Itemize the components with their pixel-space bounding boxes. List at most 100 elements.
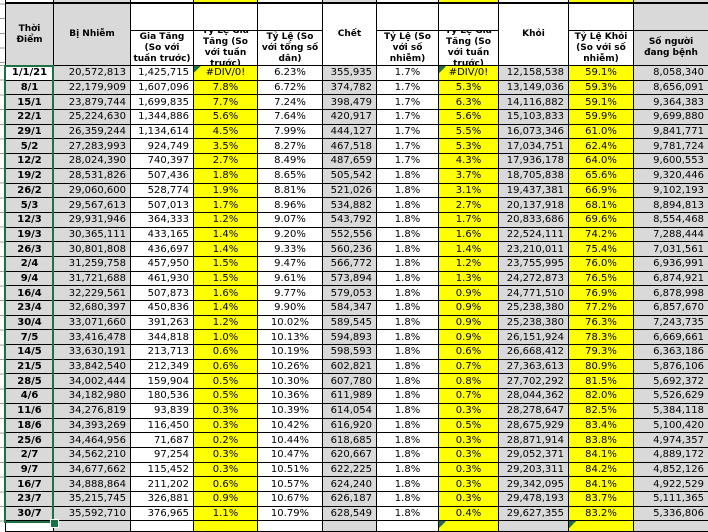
cell-increase[interactable]: 1,425,715 <box>131 66 194 81</box>
cell-increase[interactable]: 507,436 <box>131 168 194 184</box>
cell-infected[interactable]: 32,680,397 <box>54 301 131 316</box>
cell-increase[interactable]: 344,818 <box>131 330 194 346</box>
cell-increase_rate[interactable]: 4.5% <box>194 124 258 140</box>
cell-increase[interactable]: 115,452 <box>131 462 194 478</box>
cell-increase[interactable]: 450,836 <box>131 301 194 316</box>
cell-increase_rate[interactable]: 1.4% <box>194 242 258 257</box>
cell-population_rate[interactable]: 9.90% <box>258 301 323 316</box>
cell-population_rate[interactable]: 10.39% <box>258 403 323 419</box>
cell-death_rate[interactable]: 1.8% <box>377 345 439 360</box>
cell-date[interactable]: 25/6 <box>6 433 54 448</box>
cell-infected[interactable]: 23,879,744 <box>54 95 131 111</box>
cell-death_rate[interactable]: 1.8% <box>377 477 439 492</box>
cell-deaths[interactable]: 614,054 <box>323 403 377 419</box>
cell-population_rate[interactable]: 9.20% <box>258 227 323 243</box>
cell-death_increase_rate[interactable]: 3.7% <box>439 168 499 184</box>
cell-increase[interactable]: 924,749 <box>131 139 194 155</box>
cell-recovery_rate[interactable]: 83.2% <box>569 506 634 522</box>
cell-increase_rate[interactable]: 1.5% <box>194 271 258 287</box>
cell-death_rate[interactable]: 1.8% <box>377 198 439 213</box>
cell-recovery_rate[interactable]: 76.3% <box>569 315 634 331</box>
cell-death_increase_rate[interactable]: 0.3% <box>439 403 499 419</box>
cell-deaths[interactable]: 487,659 <box>323 154 377 169</box>
cell-population_rate[interactable]: 10.30% <box>258 374 323 390</box>
cell-death_rate[interactable]: 1.8% <box>377 330 439 346</box>
cell-increase_rate[interactable]: 1.9% <box>194 183 258 199</box>
cell-increase[interactable]: 212,349 <box>131 359 194 375</box>
cell-population_rate[interactable]: 10.47% <box>258 447 323 463</box>
cell-recovered[interactable]: 16,073,346 <box>499 124 569 140</box>
cell-deaths[interactable]: 589,545 <box>323 315 377 331</box>
cell-population_rate-partial[interactable] <box>258 521 323 532</box>
cell-death_increase_rate[interactable]: 0.4% <box>439 506 499 522</box>
cell-death_increase_rate[interactable]: 0.9% <box>439 330 499 346</box>
cell-date[interactable]: 16/7 <box>6 477 54 492</box>
cell-increase[interactable]: 93,839 <box>131 403 194 419</box>
cell-increase[interactable]: 116,450 <box>131 418 194 434</box>
cell-death_increase_rate[interactable]: 5.3% <box>439 139 499 155</box>
cell-active_cases[interactable]: 9,600,553 <box>634 154 708 169</box>
cell-death_increase_rate[interactable]: 0.7% <box>439 389 499 404</box>
cell-increase_rate-partial[interactable] <box>194 521 258 532</box>
cell-recovered[interactable]: 18,705,838 <box>499 168 569 184</box>
cell-death_rate[interactable]: 1.8% <box>377 418 439 434</box>
cell-active_cases[interactable]: 4,974,357 <box>634 433 708 448</box>
cell-recovery_rate[interactable]: 65.6% <box>569 168 634 184</box>
cell-recovered[interactable]: 28,044,362 <box>499 389 569 404</box>
cell-death_rate[interactable]: 1.8% <box>377 286 439 301</box>
cell-date[interactable]: 15/1 <box>6 95 54 111</box>
active-cell[interactable]: 1/1/21 <box>6 66 54 81</box>
cell-active_cases[interactable]: 7,288,444 <box>634 227 708 243</box>
cell-death_rate[interactable]: 1.8% <box>377 403 439 419</box>
cell-death_increase_rate[interactable]: 0.3% <box>439 433 499 448</box>
cell-increase_rate[interactable]: 0.3% <box>194 418 258 434</box>
column-header-active_cases[interactable]: Số người đang bệnh <box>634 4 708 66</box>
cell-population_rate[interactable]: 10.42% <box>258 418 323 434</box>
cell-increase[interactable]: 211,202 <box>131 477 194 492</box>
cell-active_cases[interactable]: 8,894,813 <box>634 198 708 213</box>
cell-death_increase_rate[interactable]: 0.3% <box>439 447 499 463</box>
cell-population_rate[interactable]: 7.99% <box>258 124 323 140</box>
cell-increase_rate[interactable]: 7.7% <box>194 95 258 111</box>
cell-increase_rate[interactable]: 1.1% <box>194 506 258 522</box>
cell-deaths[interactable]: 616,920 <box>323 418 377 434</box>
cell-infected[interactable]: 22,179,909 <box>54 80 131 96</box>
cell-increase_rate[interactable]: 1.0% <box>194 330 258 346</box>
cell-population_rate[interactable]: 10.36% <box>258 389 323 404</box>
cell-deaths[interactable]: 573,894 <box>323 271 377 287</box>
cell-recovered[interactable]: 28,675,929 <box>499 418 569 434</box>
cell-increase_rate[interactable]: 1.2% <box>194 315 258 331</box>
cell-recovery_rate[interactable]: 78.3% <box>569 330 634 346</box>
cell-population_rate[interactable]: 8.27% <box>258 139 323 155</box>
cell-infected[interactable]: 29,060,600 <box>54 183 131 199</box>
cell-increase[interactable]: 326,881 <box>131 491 194 507</box>
cell-death_increase_rate[interactable]: 6.3% <box>439 95 499 111</box>
cell-deaths[interactable]: 398,479 <box>323 95 377 111</box>
cell-population_rate[interactable]: 10.57% <box>258 477 323 492</box>
column-header-date[interactable]: Thời Điểm <box>6 4 54 66</box>
cell-date[interactable]: 4/6 <box>6 389 54 404</box>
cell-date[interactable]: 19/3 <box>6 227 54 243</box>
cell-infected[interactable]: 35,215,745 <box>54 491 131 507</box>
cell-active_cases[interactable]: 8,554,468 <box>634 212 708 228</box>
cell-increase_rate[interactable]: 1.8% <box>194 168 258 184</box>
cell-population_rate[interactable]: 8.65% <box>258 168 323 184</box>
cell-increase[interactable]: 1,344,886 <box>131 110 194 125</box>
cell-active_cases[interactable]: 8,058,340 <box>634 66 708 81</box>
cell-death_rate[interactable]: 1.8% <box>377 271 439 287</box>
cell-infected[interactable]: 33,071,660 <box>54 315 131 331</box>
cell-active_cases[interactable]: 5,336,806 <box>634 506 708 522</box>
cell-deaths[interactable]: 374,782 <box>323 80 377 96</box>
cell-active_cases[interactable]: 9,102,193 <box>634 183 708 199</box>
cell-deaths[interactable]: 611,989 <box>323 389 377 404</box>
cell-deaths[interactable]: 444,127 <box>323 124 377 140</box>
cell-population_rate[interactable]: 10.79% <box>258 506 323 522</box>
cell-deaths[interactable]: 534,882 <box>323 198 377 213</box>
cell-date[interactable]: 7/5 <box>6 330 54 346</box>
cell-infected-partial[interactable] <box>54 521 131 532</box>
cell-increase[interactable]: 1,134,614 <box>131 124 194 140</box>
cell-deaths[interactable]: 624,240 <box>323 477 377 492</box>
cell-infected[interactable]: 34,677,662 <box>54 462 131 478</box>
cell-increase[interactable]: 376,965 <box>131 506 194 522</box>
cell-date[interactable]: 5/2 <box>6 139 54 155</box>
